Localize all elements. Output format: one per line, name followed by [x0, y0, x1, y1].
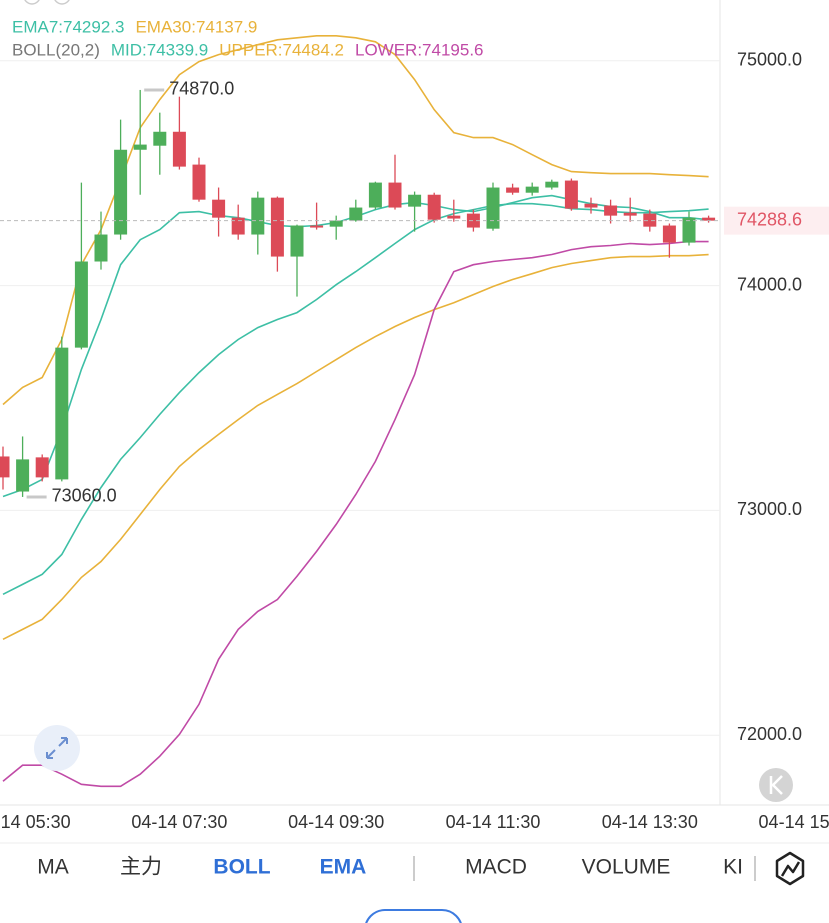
- candle-body: [212, 199, 226, 218]
- indicator-tabs: MA 主力 BOLL EMA MACD VOLUME KI: [37, 856, 743, 879]
- plot-area: [0, 35, 716, 788]
- candle-body: [153, 131, 167, 146]
- current-price-box: [724, 206, 829, 235]
- legend-entry: EMA30:74137.9: [135, 17, 257, 36]
- bottom-pill[interactable]: [365, 909, 462, 923]
- candle-body: [702, 217, 716, 221]
- indicator-line: [2, 240, 709, 788]
- y-tick-label: 72000.0: [737, 724, 802, 744]
- candle-body: [682, 217, 696, 243]
- x-tick-label: 04-14 11:30: [446, 812, 541, 832]
- candle-body: [251, 197, 265, 235]
- indicator-line: [2, 202, 709, 596]
- indicator-tab[interactable]: EMA: [320, 856, 367, 879]
- x-tick-label: 04-14 07:30: [131, 812, 227, 832]
- candle-body: [74, 261, 88, 348]
- indicator-tab[interactable]: BOLL: [213, 856, 270, 879]
- y-tick-label: 74000.0: [737, 274, 802, 294]
- candle-body: [388, 182, 402, 208]
- candle-body: [525, 186, 539, 193]
- legend-entry: BOLL(20,2): [12, 40, 100, 59]
- x-tick-label: 04-14 15:30: [759, 812, 829, 832]
- extreme-label: 73060.0: [52, 486, 117, 506]
- indicator-line: [2, 194, 709, 498]
- candle-body: [231, 217, 245, 235]
- candle-body: [486, 187, 500, 229]
- candle-body: [133, 144, 147, 150]
- chart-settings-icon[interactable]: [775, 851, 805, 886]
- candle-body: [466, 213, 480, 228]
- candle-body: [55, 347, 69, 480]
- candle-body: [368, 182, 382, 208]
- candle-body: [564, 180, 578, 209]
- candle-body: [408, 194, 422, 207]
- candle-body: [623, 212, 637, 216]
- candle-body: [270, 197, 284, 257]
- overlay: 74870.0 73060.0 74288.6 EMA7:74292.3 EMA30:7…: [0, 17, 829, 506]
- candle-body: [114, 149, 128, 235]
- indicator-line: [2, 253, 709, 641]
- candle-body: [35, 457, 49, 478]
- grid: 72000.0 73000.0 74000.0 75000.0 04-14 05:30 0…: [0, 49, 829, 832]
- candle-body: [447, 215, 461, 219]
- indicator-tab[interactable]: MA: [37, 856, 69, 879]
- candle-body: [16, 459, 30, 492]
- candle-body: [192, 164, 206, 200]
- candle-body: [643, 213, 657, 227]
- y-tick-label: 73000.0: [737, 499, 802, 519]
- current-price-label: 74288.6: [737, 209, 802, 229]
- indicator-tab[interactable]: VOLUME: [582, 856, 671, 879]
- x-tick-label: 04-14 09:30: [288, 812, 384, 832]
- x-tick-label: 04-14 13:30: [602, 812, 698, 832]
- candle-body: [604, 205, 618, 216]
- extreme-label: 74870.0: [169, 79, 234, 99]
- top-icons: [24, 0, 70, 5]
- indicator-tab[interactable]: KI: [723, 856, 743, 879]
- expand-button[interactable]: [34, 725, 80, 771]
- candle-body: [0, 456, 10, 478]
- legend-entry: MID:74339.9: [111, 40, 208, 59]
- indicator-tab[interactable]: 主力: [120, 856, 162, 879]
- candle-body: [584, 203, 598, 208]
- x-tick-label: 04-14 05:30: [0, 812, 71, 832]
- candle-body: [545, 181, 559, 188]
- candle-body: [662, 225, 676, 243]
- legend-entry: UPPER:74484.2: [219, 40, 344, 59]
- candle-body: [329, 220, 343, 227]
- candle-body: [427, 194, 441, 220]
- candle-body: [349, 207, 363, 221]
- candle-body: [172, 131, 186, 167]
- candle-body: [506, 187, 520, 193]
- collapse-button[interactable]: [759, 768, 793, 802]
- legend-entry: LOWER:74195.6: [355, 40, 484, 59]
- candle-body: [290, 225, 304, 257]
- candle-body: [94, 234, 108, 262]
- legend-entry: EMA7:74292.3: [12, 17, 124, 36]
- candle-body: [310, 225, 324, 228]
- indicator-tab[interactable]: MACD: [465, 856, 527, 879]
- y-tick-label: 75000.0: [737, 49, 802, 69]
